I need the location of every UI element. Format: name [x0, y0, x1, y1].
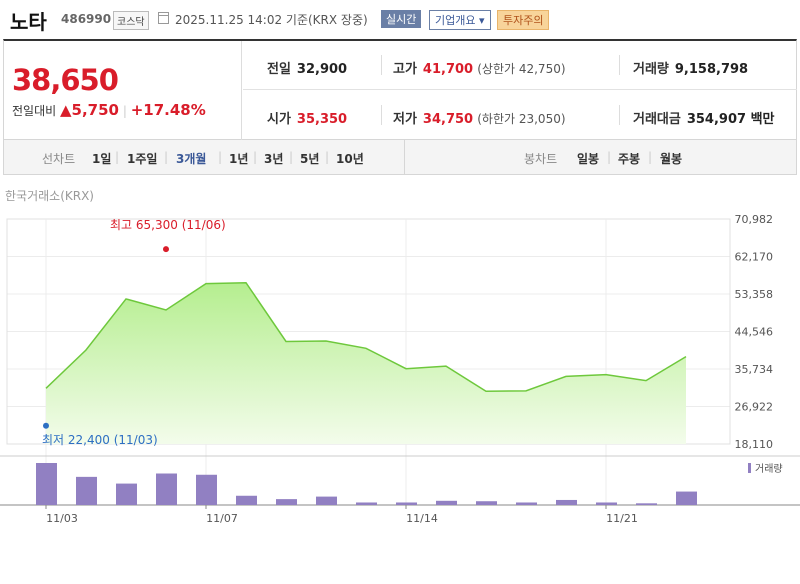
volume-legend-swatch [748, 463, 751, 473]
open-label: 시가 [267, 112, 291, 127]
volume-bar [556, 499, 577, 505]
price-area [46, 282, 686, 444]
amount-label: 거래대금 [633, 112, 681, 127]
change-value: ▲5,750 [60, 101, 119, 119]
tab-1year[interactable]: 1년 [229, 152, 249, 166]
volume-bar [36, 463, 57, 505]
volume-bar [676, 491, 697, 505]
volume-bar [156, 473, 177, 505]
volume-bar [196, 474, 217, 505]
volume-bar [476, 501, 497, 505]
volume-bar [396, 502, 417, 505]
trading-amount: 거래대금 354,907 백만 [633, 108, 775, 127]
price-summary: 38,650 전일대비 ▲5,750 | +17.48% 전일 32,900 고가… [3, 39, 797, 140]
volume-bar [236, 495, 257, 505]
volume-bar [76, 476, 97, 505]
y-tick-label: 70,982 [735, 213, 774, 226]
stock-header: 노타 486990 코스닥 2025.11.25 14:02 기준(KRX 장중… [0, 0, 800, 38]
stats-row-1: 전일 32,900 고가 41,700 (상한가 42,750) 거래량 9,158,… [243, 41, 797, 90]
tab-10year[interactable]: 10년 [336, 152, 364, 166]
high-annotation: 최고 65,300 (11/06) [110, 218, 226, 232]
prev-close: 전일 32,900 [267, 58, 347, 77]
volume-label: 거래량 [633, 62, 669, 77]
low-value: 34,750 [422, 112, 474, 127]
y-tick-label: 44,546 [735, 326, 774, 339]
volume-bar [116, 483, 137, 505]
tab-monthly[interactable]: 월봉 [660, 152, 683, 166]
low-marker [43, 422, 49, 429]
x-tick-label: 11/07 [206, 512, 238, 525]
volume-bar [516, 502, 537, 505]
tab-1day[interactable]: 1일 [92, 152, 112, 166]
amount-value: 354,907 백만 [686, 112, 775, 127]
volume: 거래량 9,158,798 [633, 58, 748, 77]
upper-limit: (상한가 42,750) [477, 62, 566, 76]
tab-1week[interactable]: 1주일 [127, 152, 158, 166]
volume-bar [436, 500, 457, 505]
x-tick-label: 11/14 [406, 512, 438, 525]
volume-legend-label: 거래량 [755, 463, 783, 475]
volume-bar [596, 502, 617, 505]
open-price: 시가 35,350 [267, 108, 347, 127]
volume-bar [636, 503, 657, 505]
line-chart-label: 선차트 [42, 152, 76, 166]
y-tick-label: 53,358 [735, 288, 774, 301]
high-label: 고가 [393, 62, 417, 77]
y-tick-label: 18,110 [735, 438, 774, 451]
prev-close-label: 전일 [267, 62, 291, 77]
exchange-label: 한국거래소(KRX) [5, 189, 94, 203]
quote-datetime: 2025.11.25 14:02 기준(KRX 장중) [175, 13, 368, 27]
volume-bar [356, 502, 377, 505]
calendar-icon [158, 12, 169, 24]
change-percent: +17.48% [130, 101, 206, 119]
y-tick-label: 26,922 [735, 401, 774, 414]
volume-bar [316, 496, 337, 505]
low-price: 저가 34,750 (하한가 23,050) [393, 108, 566, 127]
change-label: 전일대비 [12, 104, 57, 118]
price-change: 전일대비 ▲5,750 | +17.48% [12, 101, 206, 119]
realtime-button[interactable]: 실시간 [381, 10, 422, 28]
company-overview-dropdown[interactable]: 기업개요 ▾ [429, 10, 491, 30]
tab-3month[interactable]: 3개월 [176, 152, 207, 166]
candle-chart-label: 봉차트 [524, 152, 558, 166]
high-price: 고가 41,700 (상한가 42,750) [393, 58, 566, 77]
volume-bar [276, 499, 297, 505]
y-tick-label: 35,734 [735, 363, 774, 376]
stock-name: 노타 [10, 10, 47, 34]
x-tick-label: 11/03 [46, 512, 78, 525]
high-marker [163, 246, 169, 253]
investment-caution-badge[interactable]: 투자주의 [497, 10, 550, 30]
tab-3year[interactable]: 3년 [264, 152, 284, 166]
lower-limit: (하한가 23,050) [477, 112, 566, 126]
tab-5year[interactable]: 5년 [300, 152, 320, 166]
x-tick-label: 11/21 [606, 512, 638, 525]
market-badge: 코스닥 [113, 11, 149, 30]
tab-weekly[interactable]: 주봉 [618, 152, 641, 166]
current-price-panel: 38,650 전일대비 ▲5,750 | +17.48% [4, 41, 242, 140]
open-value: 35,350 [296, 112, 348, 127]
tab-daily[interactable]: 일봉 [577, 152, 600, 166]
prev-close-value: 32,900 [296, 62, 348, 77]
volume-value: 9,158,798 [674, 62, 749, 77]
y-tick-label: 62,170 [735, 251, 774, 264]
chart-tabs: 선차트 1일 | 1주일 | 3개월 | 1년 | 3년 | 5년 | 10년 … [3, 140, 797, 175]
low-label: 저가 [393, 112, 417, 127]
stock-code: 486990 [61, 12, 112, 26]
stats-row-2: 시가 35,350 저가 34,750 (하한가 23,050) 거래대금 354,9… [243, 91, 797, 140]
low-annotation: 최저 22,400 (11/03) [42, 433, 158, 447]
current-price: 38,650 [12, 63, 119, 97]
high-value: 41,700 [422, 62, 474, 77]
